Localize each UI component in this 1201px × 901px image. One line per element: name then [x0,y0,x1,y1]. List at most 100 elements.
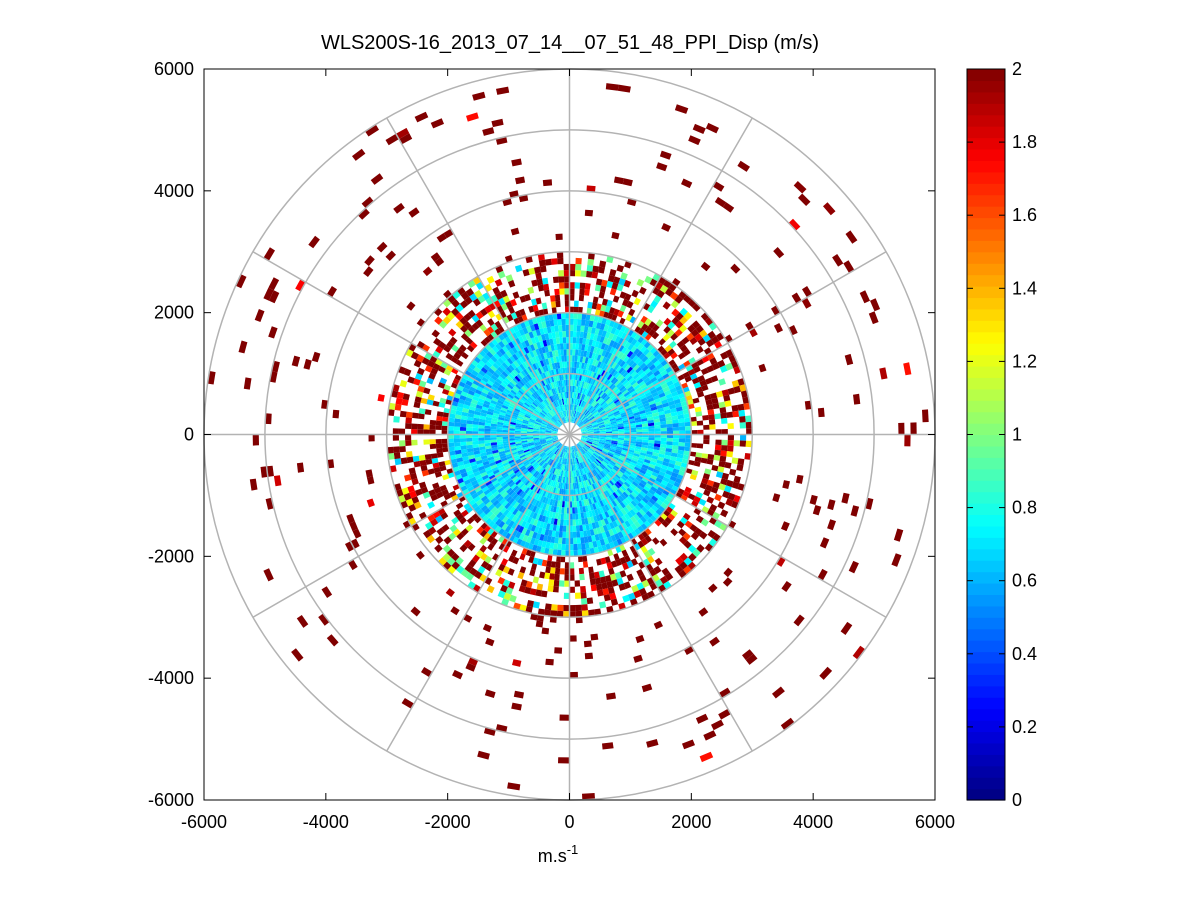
data-cell [551,437,558,441]
data-cell [491,397,499,403]
data-cell [484,305,492,314]
data-cell [614,571,622,580]
data-cell [659,417,666,422]
data-cell [593,427,600,430]
data-cell [497,375,505,382]
data-cell [427,501,435,509]
data-cell [560,451,564,458]
data-cell [481,376,489,383]
data-cell [501,523,509,531]
data-cell [817,568,828,581]
data-cell [254,309,265,322]
data-cell [689,524,698,532]
data-cell [540,379,546,387]
data-cell [518,473,525,480]
data-cell [678,470,686,477]
colorbar-step [967,754,1005,767]
data-cell [527,438,534,441]
data-cell [484,437,491,441]
data-cell [485,419,492,424]
data-cell [608,567,615,575]
data-cell [486,413,493,418]
data-cell [682,454,690,460]
data-cell [601,499,607,506]
data-cell [420,464,428,472]
data-cell [554,573,560,581]
data-cell [499,348,506,356]
data-cell [554,362,558,369]
data-cell [577,392,580,399]
data-cell [475,363,484,370]
data-cell [559,457,562,464]
data-cell [535,533,541,540]
data-cell [611,426,618,429]
data-cell [511,515,518,523]
data-cell [505,397,512,403]
data-cell [561,398,565,405]
data-cell [720,412,727,419]
data-cell [727,492,736,501]
data-cell [528,380,534,387]
data-cell [588,457,593,464]
data-cell [357,208,370,220]
data-cell [515,393,522,399]
data-cell [580,439,586,444]
data-cell [597,444,604,449]
data-cell [475,319,484,328]
data-cell [739,440,747,447]
data-cell [441,430,448,435]
data-cell [543,417,550,422]
data-cell [552,439,559,442]
data-cell [661,464,668,470]
data-cell [482,403,490,409]
data-cell [594,502,600,509]
data-cell [671,308,680,317]
data-cell [536,487,541,494]
data-cell [519,295,527,303]
data-cell [699,482,707,490]
data-cell [629,316,637,324]
data-cell [535,545,542,553]
data-cell [606,389,612,396]
data-cell [422,491,431,499]
data-cell [393,416,400,423]
data-cell [578,294,585,302]
data-cell [613,388,620,394]
data-cell [599,285,607,293]
data-cell [569,544,574,551]
data-cell [625,504,633,512]
data-cell [616,488,623,496]
data-cell [534,399,540,405]
data-cell [347,559,358,571]
data-cell [520,341,527,349]
data-cell [554,537,559,544]
data-cell [618,517,625,525]
data-cell [504,359,511,367]
data-cell [671,391,679,397]
data-cell [733,440,740,447]
data-cell [573,367,577,374]
data-cell [738,409,746,417]
data-cell [594,353,599,361]
data-cell [575,457,578,465]
data-cell [544,333,550,340]
data-cell [634,520,641,529]
data-cell [520,492,527,499]
data-cell [519,475,526,481]
data-cell [524,501,530,509]
data-cell [616,373,623,381]
data-cell [487,326,495,334]
data-cell [588,370,593,378]
data-cell [517,496,523,504]
data-cell [562,417,565,424]
data-cell [627,592,636,601]
data-cell [592,454,598,459]
data-cell [536,466,543,472]
data-cell [687,298,697,308]
data-cell [670,452,678,458]
data-cell [581,437,588,439]
data-cell [553,543,558,550]
data-cell [581,429,588,432]
data-cell [507,581,516,590]
data-cell [685,434,692,439]
